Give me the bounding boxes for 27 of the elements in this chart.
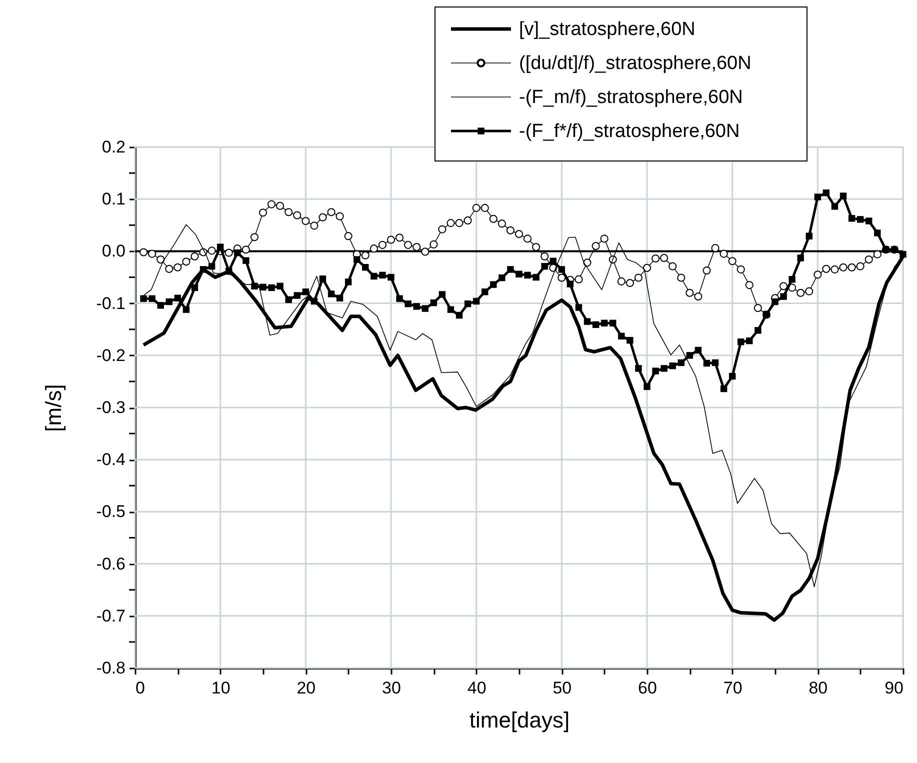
y-axis-title: [m/s] <box>41 384 66 432</box>
x-tick-label: 20 <box>296 678 316 698</box>
y-tick-label: -0.4 <box>96 450 126 470</box>
y-tick-label: -0.3 <box>96 398 126 417</box>
x-tick-label: 90 <box>884 678 904 698</box>
y-tick-label: -0.8 <box>96 658 126 678</box>
legend-label: -(F_m/f)_stratosphere,60N <box>519 87 743 108</box>
x-tick-label: 60 <box>638 678 657 698</box>
x-tick-label: 30 <box>382 678 401 698</box>
x-axis-title: time[days] <box>469 708 570 732</box>
legend-label: [v]_stratosphere,60N <box>519 19 696 40</box>
x-tick-label: 70 <box>723 678 742 698</box>
legend-label: ([du/dt]/f)_stratosphere,60N <box>519 53 752 74</box>
y-tick-label: 0.2 <box>102 138 126 156</box>
y-tick-label: 0.1 <box>102 190 126 209</box>
y-tick-label: -0.7 <box>96 606 126 626</box>
y-tick-label: -0.5 <box>96 502 126 522</box>
legend-label: -(F_f*/f)_stratosphere,60N <box>519 121 740 142</box>
y-tick-label: -0.6 <box>96 554 126 574</box>
x-tick-label: 40 <box>467 678 486 698</box>
x-tick-label: 0 <box>136 678 145 698</box>
y-tick-label: -0.1 <box>96 294 126 313</box>
x-tick-label: 80 <box>808 678 828 698</box>
x-tick-label: 10 <box>211 678 230 698</box>
y-tick-label: -0.2 <box>96 346 126 365</box>
y-tick-label: 0.0 <box>102 242 126 261</box>
x-tick-label: 50 <box>552 678 572 698</box>
